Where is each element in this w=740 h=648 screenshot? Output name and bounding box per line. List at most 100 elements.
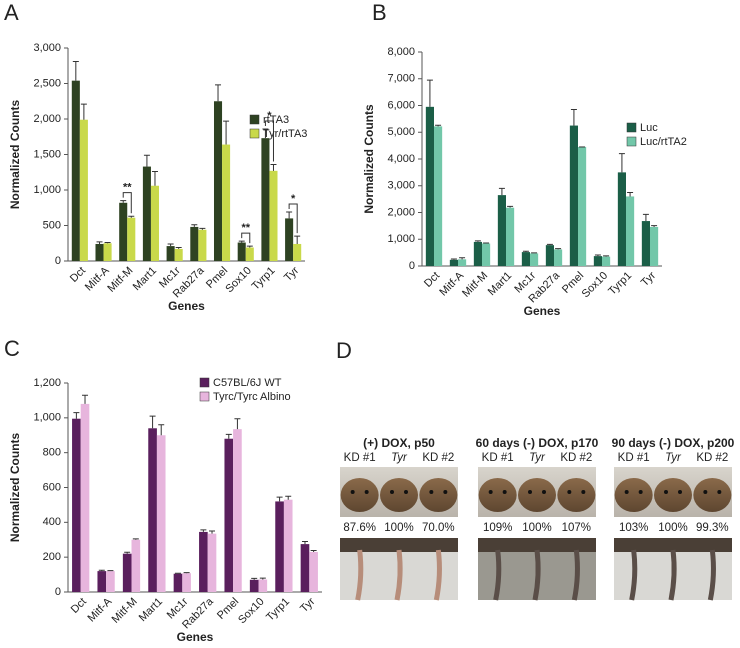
x-tick-label: Mitf-M <box>110 596 140 626</box>
y-tick-label: 1,000 <box>33 184 61 196</box>
error-bar <box>73 412 80 419</box>
y-tick-label: 1,200 <box>33 377 61 389</box>
error-bar <box>246 245 253 248</box>
y-tick-label: 400 <box>43 516 61 528</box>
x-axis-title: Genes <box>177 630 214 644</box>
y-tick-label: 3,000 <box>33 42 61 54</box>
percent-label: 103% <box>619 522 648 534</box>
error-bar <box>507 205 514 208</box>
mouse-eye <box>703 490 708 494</box>
mouse-bodies <box>614 538 732 552</box>
group-title: 90 days (-) DOX, p200 <box>612 436 735 450</box>
bar <box>641 221 650 266</box>
error-bar <box>642 213 649 222</box>
error-bar <box>96 241 103 244</box>
bar <box>207 533 217 592</box>
bar <box>245 247 254 261</box>
bar <box>283 499 293 592</box>
error-bar <box>120 200 127 203</box>
error-bar <box>98 569 105 572</box>
error-bar <box>618 153 625 173</box>
x-tick-label: Tyr <box>639 269 659 289</box>
x-tick-label: Sox10 <box>580 270 611 301</box>
error-bar <box>174 572 181 574</box>
bar <box>285 218 294 261</box>
error-bar <box>199 227 206 230</box>
mouse-eye <box>542 490 546 494</box>
bar <box>258 579 268 592</box>
legend-label: C57BL/6J WT <box>213 377 282 389</box>
mouse-eye <box>717 490 722 494</box>
bar <box>106 571 115 592</box>
error-bar <box>80 103 87 120</box>
y-axis-title: Normalized Counts <box>8 100 22 210</box>
error-bar <box>167 243 174 247</box>
mouse-eye <box>528 490 532 494</box>
mouse-head <box>340 478 379 512</box>
mouse-eye <box>678 490 682 494</box>
bar <box>156 435 166 592</box>
error-bar <box>301 540 308 545</box>
bar <box>449 259 458 266</box>
error-bar <box>498 187 505 196</box>
bar <box>142 166 151 261</box>
y-tick-label: 6,000 <box>387 99 415 111</box>
mouse-tail <box>493 549 502 601</box>
y-tick-label: 8,000 <box>387 46 415 58</box>
x-tick-label: Dct <box>69 596 89 616</box>
percent-label: 100% <box>522 522 551 534</box>
y-tick-label: 4,000 <box>387 153 415 165</box>
bar <box>275 501 284 592</box>
panel-label: A <box>4 0 19 25</box>
bar <box>237 242 246 261</box>
mouse-label: Tyr <box>391 452 408 464</box>
error-bar <box>132 538 139 540</box>
bar <box>521 252 530 266</box>
panel-label: B <box>372 0 387 25</box>
legend-swatch <box>626 136 637 147</box>
y-tick-label: 2,500 <box>33 77 61 89</box>
error-bar <box>285 495 292 500</box>
mouse-eye <box>638 490 643 494</box>
bar <box>148 428 157 592</box>
x-axis-title: Genes <box>168 299 205 313</box>
error-bar <box>183 572 190 574</box>
bar <box>72 418 81 592</box>
bar <box>97 571 107 592</box>
error-bar <box>175 247 182 249</box>
legend-label: Tyrc/Tyrc Albino <box>213 391 291 403</box>
bar <box>269 170 278 261</box>
error-bar <box>474 240 481 242</box>
mouse-eye <box>581 490 586 494</box>
x-tick-label: Tyrp1 <box>264 596 292 624</box>
error-bar <box>251 577 258 580</box>
mouse-head <box>614 478 653 512</box>
x-axis-title: Genes <box>524 304 561 318</box>
error-bar <box>570 109 577 126</box>
y-tick-label: 500 <box>43 219 61 231</box>
bar <box>554 249 563 266</box>
legend-label: rtTA3 <box>263 114 289 126</box>
error-bar <box>555 248 562 250</box>
mouse-head <box>478 478 517 512</box>
bar <box>122 553 132 592</box>
legend-label: Luc/rtTA2 <box>640 136 687 148</box>
x-tick-label: Mart1 <box>486 270 514 298</box>
bar <box>473 241 482 266</box>
error-bar <box>435 124 442 127</box>
error-bar <box>483 242 490 244</box>
error-bar <box>104 242 111 244</box>
bar <box>578 146 587 266</box>
bar <box>506 207 515 266</box>
y-tick-label: 3,000 <box>387 180 415 192</box>
bar <box>233 429 242 592</box>
mouse-label: KD #1 <box>482 452 514 464</box>
bar <box>79 119 88 262</box>
mouse-bodies <box>478 538 596 552</box>
x-tick-label: Sox10 <box>223 265 254 296</box>
error-bar <box>149 415 156 429</box>
bar <box>497 195 506 266</box>
y-tick-label: 7,000 <box>387 73 415 85</box>
y-tick-label: 2,000 <box>387 206 415 218</box>
percent-label: 100% <box>658 522 687 534</box>
